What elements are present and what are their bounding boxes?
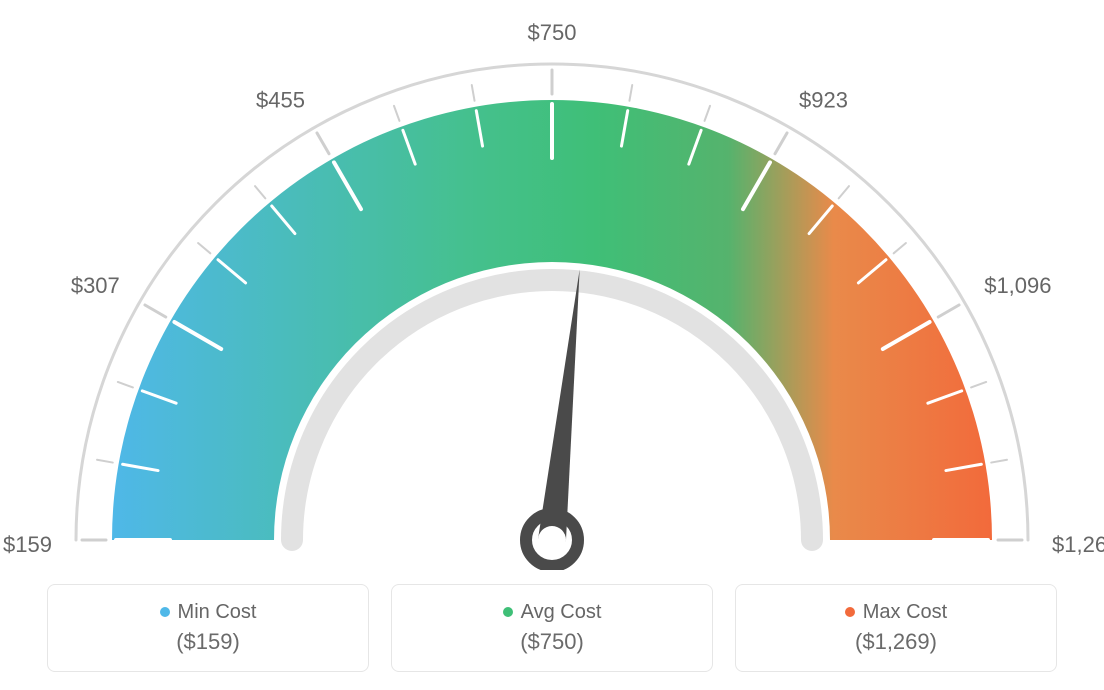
dot-max xyxy=(845,607,855,617)
legend-label-max: Max Cost xyxy=(863,601,947,623)
dot-min xyxy=(160,607,170,617)
legend-card-max: Max Cost ($1,269) xyxy=(735,584,1057,672)
legend-label-avg-row: Avg Cost xyxy=(503,601,602,623)
legend-row: Min Cost ($159) Avg Cost ($750) Max Cost… xyxy=(0,584,1104,672)
dot-avg xyxy=(503,607,513,617)
legend-value-avg: ($750) xyxy=(520,629,584,655)
legend-value-min: ($159) xyxy=(176,629,240,655)
legend-label-avg: Avg Cost xyxy=(521,601,602,623)
gauge-svg: $159 $307 $455 $750 $923 $1,096 $1,269 xyxy=(0,0,1104,570)
svg-text:$1,096: $1,096 xyxy=(984,273,1051,298)
svg-text:$159: $159 xyxy=(3,532,52,557)
legend-label-min-row: Min Cost xyxy=(160,601,257,623)
legend-card-avg: Avg Cost ($750) xyxy=(391,584,713,672)
cost-gauge: $159 $307 $455 $750 $923 $1,096 $1,269 xyxy=(0,0,1104,570)
svg-text:$1,269: $1,269 xyxy=(1052,532,1104,557)
svg-text:$307: $307 xyxy=(71,273,120,298)
svg-text:$923: $923 xyxy=(799,88,848,113)
legend-value-max: ($1,269) xyxy=(855,629,937,655)
legend-label-min: Min Cost xyxy=(178,601,257,623)
legend-label-max-row: Max Cost xyxy=(845,601,947,623)
svg-text:$455: $455 xyxy=(256,88,305,113)
legend-card-min: Min Cost ($159) xyxy=(47,584,369,672)
svg-text:$750: $750 xyxy=(528,20,577,45)
